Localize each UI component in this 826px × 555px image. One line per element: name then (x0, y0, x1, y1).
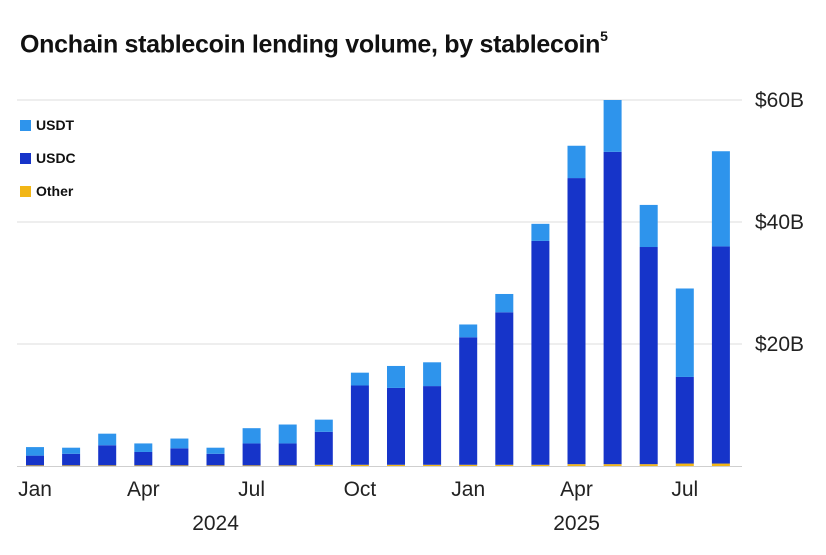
y-tick-label-20: $20B (755, 333, 804, 356)
bar-usdt-0 (26, 447, 44, 456)
bar-other-3 (134, 465, 153, 466)
bar-usdt-10 (387, 365, 405, 388)
bar-usdc-18 (675, 376, 694, 464)
bar-other-11 (423, 464, 442, 466)
legend-swatch-other (20, 186, 31, 197)
bar-usdt-1 (62, 447, 81, 454)
bar-other-10 (387, 464, 405, 466)
legend-swatch-usdt (20, 120, 31, 131)
bar-usdc-11 (423, 386, 442, 465)
bar-other-18 (675, 463, 694, 466)
legend-label-usdc: USDC (36, 150, 76, 166)
bar-usdt-11 (423, 362, 442, 387)
bar-usdt-19 (711, 151, 730, 247)
bar-other-17 (639, 464, 658, 466)
bar-other-0 (26, 465, 44, 466)
bar-usdc-1 (62, 453, 81, 466)
bar-usdc-8 (314, 431, 333, 465)
bar-usdc-5 (206, 453, 225, 466)
legend-label-usdt: USDT (36, 117, 75, 133)
bar-usdt-18 (675, 288, 694, 377)
bar-usdc-15 (567, 178, 586, 465)
legend-swatch-usdc (20, 153, 31, 164)
bar-usdc-19 (711, 246, 730, 464)
bar-usdc-16 (603, 151, 622, 465)
x-tick-label-12: Jan (451, 478, 485, 501)
bar-other-15 (567, 464, 586, 466)
bar-usdc-9 (350, 385, 369, 465)
bar-other-7 (278, 465, 297, 466)
x-tick-label-9: Oct (344, 478, 377, 501)
bar-usdt-14 (531, 223, 550, 241)
bar-other-19 (711, 463, 730, 466)
bar-usdc-14 (531, 240, 550, 465)
bar-usdt-13 (495, 293, 514, 313)
bar-other-2 (98, 465, 117, 466)
bar-usdt-5 (206, 447, 225, 454)
bar-other-8 (314, 464, 333, 466)
bar-usdt-4 (170, 438, 189, 449)
bar-usdt-15 (567, 145, 586, 179)
bar-usdt-9 (350, 372, 369, 386)
bar-usdc-4 (170, 448, 189, 466)
bar-usdc-10 (387, 387, 405, 465)
bar-other-6 (242, 465, 261, 466)
title-footnote: 5 (600, 28, 608, 44)
x-tick-label-0: Jan (18, 478, 52, 501)
bar-usdc-13 (495, 312, 514, 465)
bar-other-13 (495, 464, 514, 466)
bar-usdc-7 (278, 443, 297, 466)
bar-usdt-2 (98, 433, 117, 446)
year-label-2024: 2024 (192, 512, 239, 535)
x-tick-label-6: Jul (238, 478, 265, 501)
bar-usdc-12 (459, 337, 478, 465)
bar-usdc-2 (98, 445, 117, 466)
legend-label-other: Other (36, 183, 74, 199)
year-label-2025: 2025 (553, 512, 600, 535)
bar-other-9 (350, 464, 369, 466)
bar-usdt-6 (242, 428, 261, 444)
chart-title: Onchain stablecoin lending volume, by st… (20, 28, 608, 59)
x-tick-label-3: Apr (127, 478, 160, 501)
x-tick-label-15: Apr (560, 478, 593, 501)
y-tick-label-60: $60B (755, 89, 804, 112)
bar-other-14 (531, 464, 550, 466)
bar-usdt-17 (639, 204, 658, 248)
y-tick-label-40: $40B (755, 211, 804, 234)
bar-usdc-3 (134, 451, 153, 466)
bar-usdt-16 (603, 100, 622, 152)
bar-usdc-6 (242, 443, 261, 466)
bar-usdt-12 (459, 324, 478, 338)
bar-usdc-0 (26, 455, 44, 466)
bar-usdt-8 (314, 419, 333, 432)
bar-usdc-17 (639, 247, 658, 465)
bar-usdt-7 (278, 424, 297, 444)
bar-other-4 (170, 465, 189, 466)
bar-usdt-3 (134, 443, 153, 452)
bar-other-5 (206, 465, 225, 466)
bar-other-16 (603, 464, 622, 466)
bar-other-12 (459, 464, 478, 466)
bar-other-1 (62, 465, 81, 466)
x-tick-label-18: Jul (671, 478, 698, 501)
